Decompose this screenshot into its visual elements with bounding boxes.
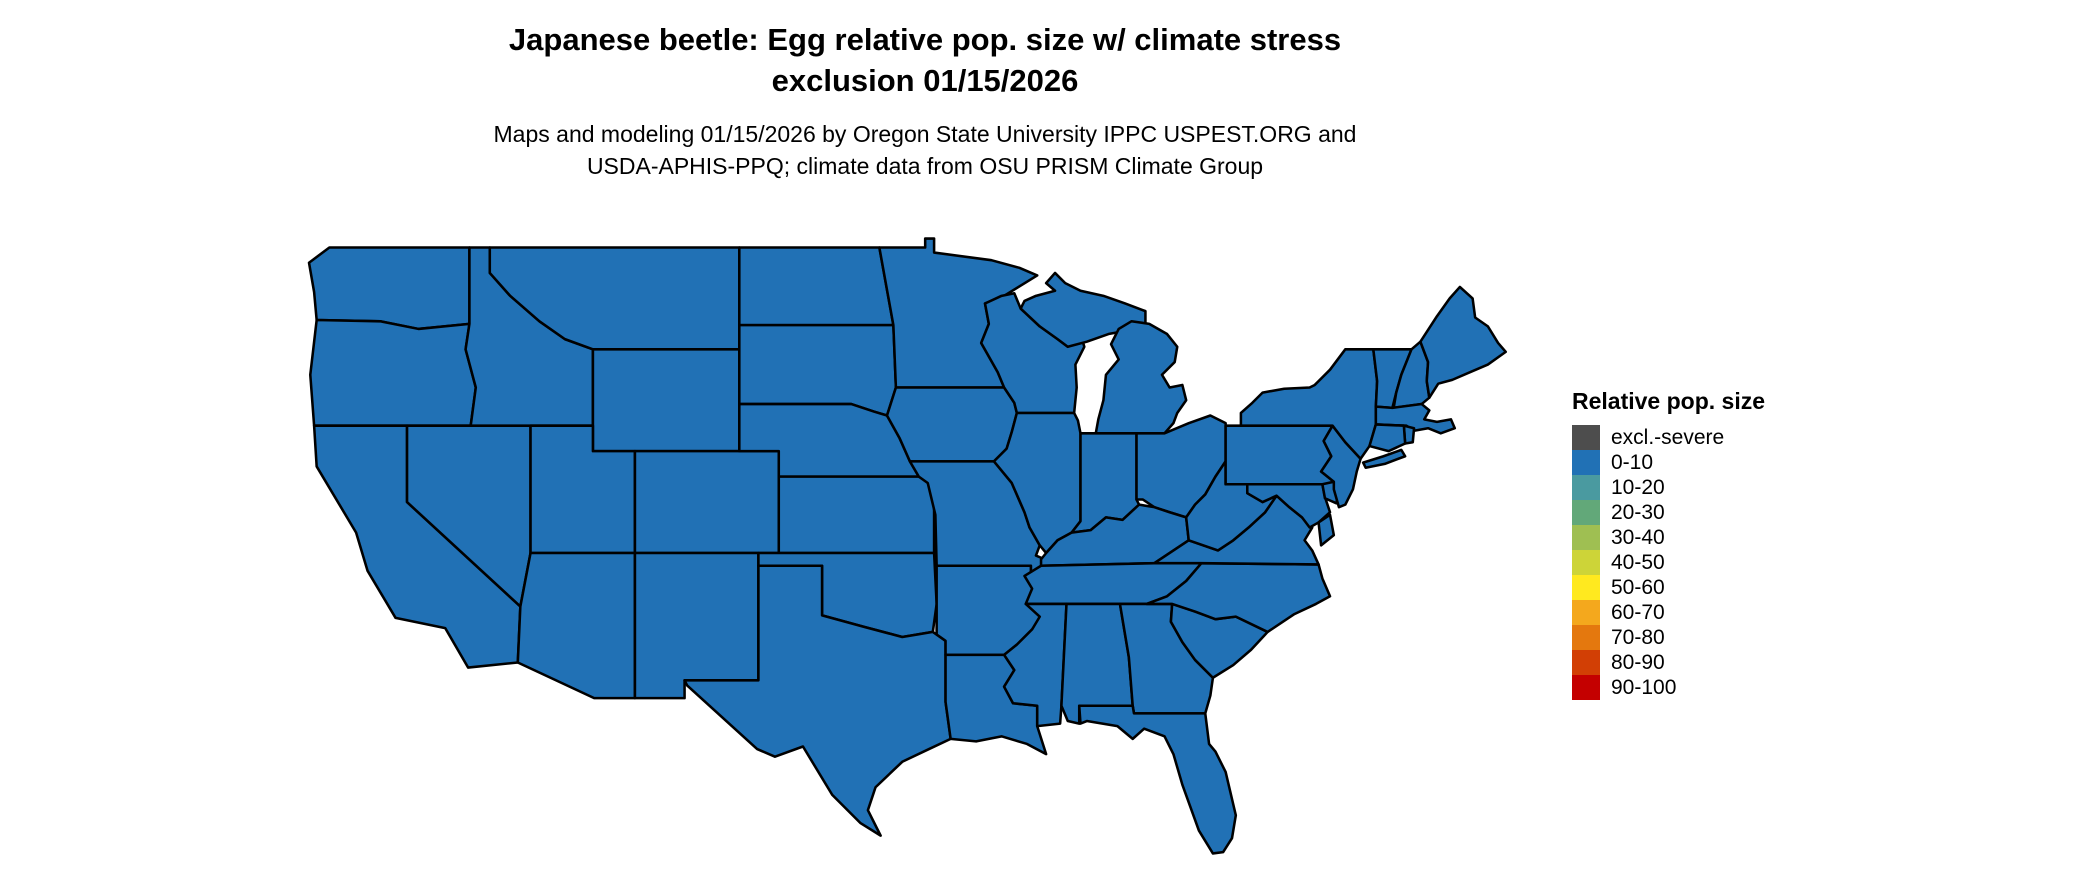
legend-title: Relative pop. size — [1572, 388, 1766, 414]
legend-item: 70-80 — [1572, 625, 1832, 650]
state-kansas — [777, 475, 936, 555]
state-washington — [307, 246, 471, 331]
legend-item-label: 80-90 — [1611, 650, 1665, 674]
state-illinois — [992, 411, 1082, 555]
legend-swatch — [1572, 550, 1600, 575]
legend-item: 50-60 — [1572, 575, 1832, 600]
legend: Relative pop. size excl.-severe 0-10 10-20… — [1572, 388, 1832, 700]
legend-item: 0-10 — [1572, 450, 1832, 475]
map-title-line2: exclusion 01/15/2026 — [771, 62, 1079, 98]
state-iowa — [885, 386, 1019, 463]
legend-item: 90-100 — [1572, 675, 1832, 700]
state-michigan-upper — [1019, 271, 1147, 349]
long-island — [1361, 448, 1407, 469]
state-connecticut — [1368, 423, 1407, 453]
map-subtitle: Maps and modeling 01/15/2026 by Oregon S… — [260, 118, 1590, 182]
legend-swatch — [1572, 625, 1600, 650]
legend-item: 80-90 — [1572, 650, 1832, 675]
legend-item-label: 60-70 — [1611, 600, 1665, 624]
legend-item: 30-40 — [1572, 525, 1832, 550]
legend-item-label: 0-10 — [1611, 450, 1654, 474]
legend-swatch — [1572, 575, 1600, 600]
state-new-york — [1239, 348, 1379, 461]
map-title-line1: Japanese beetle: Egg relative pop. size … — [508, 22, 1342, 57]
state-pennsylvania — [1224, 424, 1336, 486]
legend-swatch — [1572, 600, 1600, 625]
legend-swatch — [1572, 450, 1600, 475]
state-arizona — [516, 551, 637, 700]
state-florida — [1077, 704, 1238, 855]
map-title: Japanese beetle: Egg relative pop. size … — [260, 20, 1590, 102]
legend-item-label: 40-50 — [1611, 550, 1665, 574]
state-north-carolina — [1145, 561, 1332, 634]
legend-swatch — [1572, 425, 1600, 450]
legend-item-label: excl.-severe — [1611, 425, 1725, 449]
state-texas — [683, 564, 952, 837]
legend-item-label: 30-40 — [1611, 525, 1665, 549]
legend-item-label: 20-30 — [1611, 500, 1665, 524]
legend-item: 60-70 — [1572, 600, 1832, 625]
legend-item-label: 10-20 — [1611, 475, 1665, 499]
state-oregon — [309, 318, 478, 427]
legend-item: 20-30 — [1572, 500, 1832, 525]
state-colorado — [633, 449, 781, 555]
state-new-mexico — [633, 551, 760, 700]
us-map-svg — [307, 237, 1507, 855]
legend-items: excl.-severe 0-10 10-20 20-30 30-40 40-50 50-6… — [1572, 425, 1832, 700]
legend-swatch — [1572, 500, 1600, 525]
legend-item: 40-50 — [1572, 550, 1832, 575]
map-subtitle-line1: Maps and modeling 01/15/2026 by Oregon S… — [493, 121, 1357, 147]
legend-item: excl.-severe — [1572, 425, 1832, 450]
legend-swatch — [1572, 650, 1600, 675]
legend-item: 10-20 — [1572, 475, 1832, 500]
legend-swatch — [1572, 525, 1600, 550]
state-south-dakota — [738, 323, 898, 417]
legend-item-label: 50-60 — [1611, 575, 1665, 599]
virginia-eastern-shore — [1317, 513, 1336, 547]
us-choropleth-map — [300, 222, 1530, 884]
legend-swatch — [1572, 475, 1600, 500]
state-north-dakota — [738, 246, 895, 327]
legend-item-label: 70-80 — [1611, 625, 1665, 649]
state-wyoming — [591, 348, 741, 453]
legend-swatch — [1572, 675, 1600, 700]
legend-item-label: 90-100 — [1611, 675, 1677, 699]
state-michigan — [1094, 320, 1188, 435]
state-maine — [1419, 285, 1507, 399]
map-subtitle-line2: USDA-APHIS-PPQ; climate data from OSU PR… — [586, 153, 1264, 180]
